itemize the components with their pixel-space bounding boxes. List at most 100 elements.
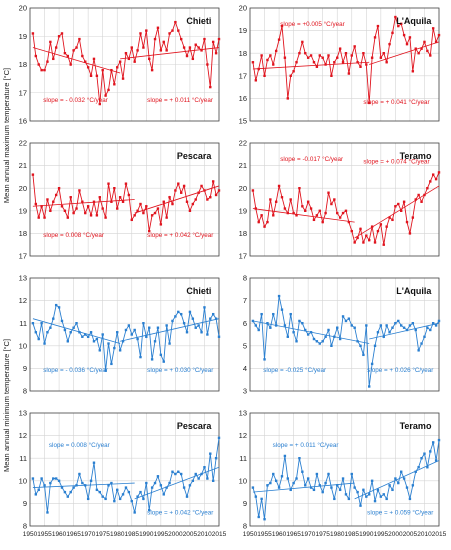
data-point: [177, 310, 180, 314]
data-point: [211, 40, 215, 44]
y-tick-label: 13: [19, 274, 27, 283]
x-tick-label: 2000: [388, 531, 403, 538]
data-point: [60, 486, 64, 489]
data-point: [309, 486, 313, 489]
slope-label: slope = + 0.011 °C/year: [273, 441, 339, 449]
data-point: [203, 37, 206, 41]
plot-frame: [249, 412, 440, 527]
data-point: [37, 488, 40, 492]
data-point: [124, 486, 128, 489]
y-tick-label: 8: [23, 522, 27, 531]
data-point: [333, 198, 336, 201]
data-point: [84, 333, 87, 336]
data-point: [414, 328, 417, 332]
data-point: [75, 484, 78, 487]
data-point: [203, 189, 206, 192]
data-point: [171, 470, 174, 473]
data-point: [405, 486, 409, 489]
data-point: [31, 477, 35, 480]
station-label: Chieti: [186, 16, 211, 26]
data-point: [174, 315, 177, 318]
y-tick-label: 20: [239, 184, 247, 193]
data-point: [95, 74, 99, 77]
data-point: [145, 481, 148, 485]
data-point: [394, 322, 397, 325]
plot-frame: [29, 7, 220, 122]
data-point: [63, 52, 67, 55]
data-point: [385, 61, 388, 64]
panel-pescara-max: 17 18 19 20 21 22 Pescara slope = 0.008 °C/year…: [19, 139, 221, 261]
data-point: [382, 335, 385, 338]
data-point: [46, 60, 49, 63]
data-point: [197, 324, 200, 327]
y-tick-label: 21: [19, 161, 27, 170]
trend-line: [134, 466, 220, 500]
data-point: [81, 54, 84, 58]
data-point: [206, 333, 209, 336]
panel-teramo-max: 17 18 19 20 21 22 Teramo slope = -0.017 °C/year…: [239, 139, 441, 261]
data-point: [69, 490, 72, 494]
data-point: [110, 362, 113, 366]
data-point: [142, 322, 145, 325]
data-point: [365, 495, 368, 498]
data-point: [408, 497, 412, 501]
data-point: [66, 495, 69, 498]
data-point: [34, 54, 38, 58]
data-point: [272, 312, 275, 316]
x-tick-label: 1995: [374, 531, 389, 538]
data-point: [373, 499, 377, 503]
data-point: [214, 457, 218, 460]
data-point: [52, 57, 55, 61]
data-point: [437, 438, 441, 442]
x-tick-label: 1960: [52, 531, 67, 538]
data-point: [431, 441, 435, 444]
x-tick-label: 1990: [359, 531, 374, 538]
panel-laquila-min: 3 4 5 6 7 8 L'Aquila slope = -0.025 °C/year slop…: [243, 274, 441, 396]
data-point: [78, 472, 81, 476]
slope-label: slope = +0.005 °C/year: [280, 20, 344, 28]
data-point: [75, 207, 78, 210]
data-point: [402, 200, 406, 203]
data-point: [171, 29, 174, 32]
data-point: [37, 216, 40, 219]
data-point: [78, 331, 81, 334]
data-point: [274, 324, 278, 327]
data-point: [336, 56, 339, 59]
data-point: [145, 29, 148, 32]
slope-label: slope = + 0.074 °C/year: [363, 157, 429, 165]
data-point: [306, 477, 310, 480]
data-point: [306, 333, 310, 336]
data-point: [434, 324, 438, 327]
x-tick-label: 1980: [330, 531, 345, 538]
data-point: [397, 24, 400, 28]
data-point: [420, 342, 423, 345]
data-point: [142, 497, 145, 501]
y-tick-label: 4: [243, 364, 247, 373]
data-point: [54, 303, 58, 307]
data-point: [188, 209, 192, 212]
data-point: [304, 209, 307, 212]
y-tick-label: 12: [239, 431, 247, 440]
slope-label: slope = + 0.042 °C/year: [147, 231, 213, 239]
data-point: [391, 326, 394, 329]
x-tick-label: 2015: [432, 531, 447, 538]
y-tick-label: 9: [23, 499, 27, 508]
data-point: [203, 306, 206, 309]
data-point: [411, 484, 415, 487]
data-point: [217, 189, 221, 192]
data-point: [188, 310, 192, 314]
data-point: [54, 193, 58, 197]
data-point: [168, 196, 171, 199]
data-point: [286, 97, 289, 100]
data-point: [272, 214, 275, 217]
station-label: L'Aquila: [396, 286, 432, 296]
x-tick-label: 2000: [168, 531, 183, 538]
data-point: [116, 331, 119, 334]
data-point: [177, 470, 180, 473]
data-point: [197, 477, 200, 480]
slope-label: slope = + 0.030 °C/year: [147, 366, 213, 374]
data-point: [104, 94, 107, 97]
data-point: [130, 499, 133, 503]
data-point: [318, 209, 321, 212]
